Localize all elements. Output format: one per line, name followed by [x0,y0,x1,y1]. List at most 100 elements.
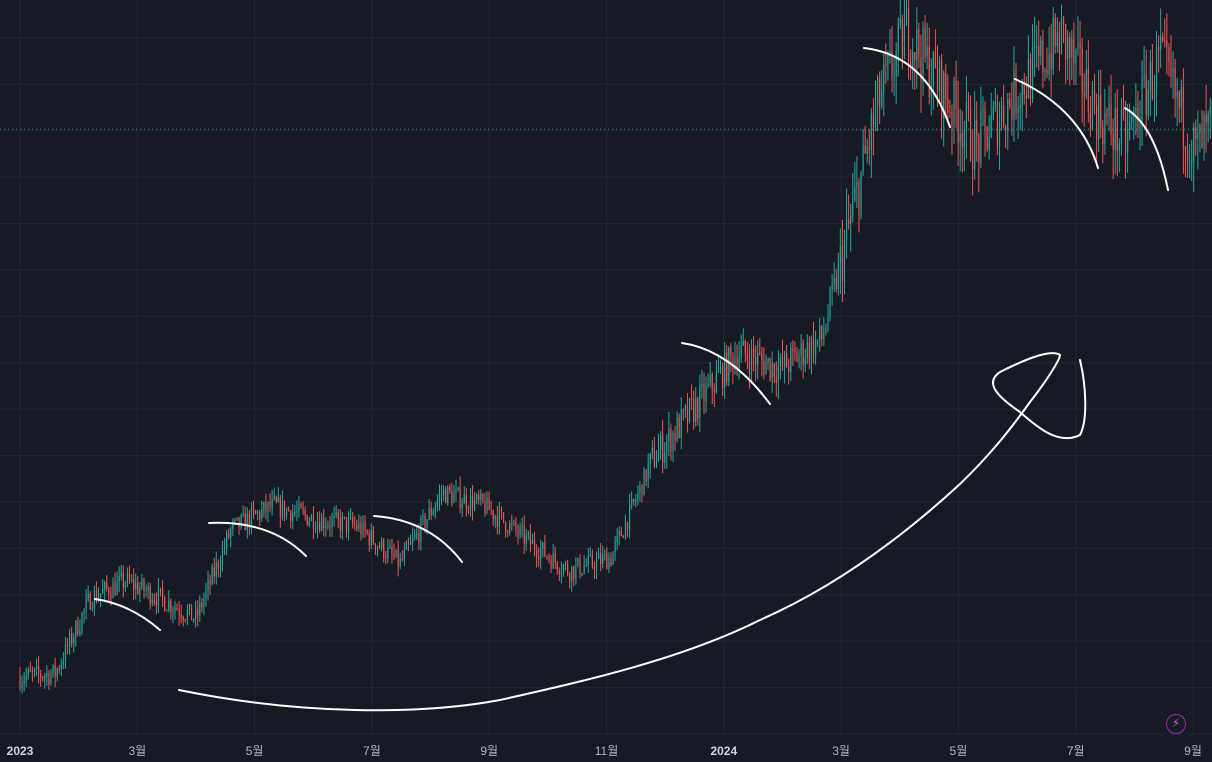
candle-body [593,565,596,571]
candle [918,22,920,69]
candle-body [1085,69,1087,97]
candle-body [1116,108,1118,151]
freehand-drawing-6[interactable] [1014,78,1099,169]
drawings[interactable] [94,47,1169,712]
candle-body [674,432,676,441]
candle [664,442,666,469]
candle [872,98,875,156]
candle [1133,106,1135,140]
candle-body [984,109,986,127]
candle-body [447,486,449,504]
candle [166,609,168,612]
candle-body [1060,18,1063,55]
candle [1040,35,1042,66]
candle [761,346,763,377]
candle-body [157,588,160,606]
candle-body [494,515,496,520]
candle-body [1031,47,1034,99]
candle-body [174,608,176,611]
time-axis[interactable]: 2023 3월 5월 7월 9월 11월 2024 3월 5월 7월 9월 [7,744,1202,758]
candle-body [176,608,178,611]
candle-body [668,428,670,442]
candle [153,593,155,606]
candle-body [135,583,137,590]
candle [967,91,970,122]
candle-body [713,389,715,393]
candle [996,94,999,156]
candle-body [250,508,253,528]
candle [657,433,660,462]
candles[interactable] [19,0,1212,694]
flash-icon[interactable]: ⚡ [1166,714,1186,734]
candle [744,339,746,363]
freehand-drawing-7[interactable] [1124,107,1169,191]
candle [655,450,658,469]
freehand-drawing-8[interactable] [178,352,1087,712]
candle-body [1164,40,1166,42]
candle [172,605,174,624]
candle [393,543,395,561]
candle-body [155,600,157,606]
candle [1048,26,1050,81]
candle [1164,18,1166,48]
candle-body [1081,47,1083,93]
candle [775,361,777,397]
candle-body [192,619,195,621]
candle [1081,38,1083,123]
candle-body [52,664,54,674]
freehand-drawing-5[interactable] [863,47,951,128]
candle-body [662,435,664,463]
candle [558,567,560,582]
candle-body [724,352,726,389]
candle [54,657,56,688]
candle [631,491,633,510]
candle-body [1176,91,1178,98]
candle-body [347,518,350,532]
candle-body [285,508,288,517]
candle [963,120,965,172]
candle-body [620,530,622,537]
candle-body [141,579,143,589]
candle [283,500,286,522]
candle [686,392,689,433]
candle [554,546,556,570]
candle-body [583,565,585,574]
freehand-drawing-2[interactable] [208,521,307,557]
candle [223,538,226,555]
candle [823,317,825,346]
candle [715,360,717,394]
candle [1038,20,1040,71]
candle [591,549,593,569]
freehand-drawing-1[interactable] [94,598,161,631]
candle [1102,120,1104,164]
candle-body [659,435,662,450]
candle-body [777,366,779,383]
candle-body [350,517,352,519]
candle-body [484,501,486,514]
candle [164,595,166,612]
candle-body [1141,75,1143,127]
candle-body [837,263,839,290]
candle [740,334,742,363]
candle [647,453,649,489]
candle [1124,100,1127,179]
candle [19,666,21,692]
x-tick-label: 9월 [480,744,498,758]
candle [1104,88,1106,155]
candle [1201,110,1203,149]
candle [465,487,467,517]
candle-body [130,579,133,581]
candle [414,528,416,541]
candle-body [166,610,168,612]
candle-body [835,277,837,290]
freehand-drawing-4[interactable] [681,342,771,405]
candle [108,586,110,602]
candle [856,156,858,208]
candle-body [868,146,870,150]
candle [1009,92,1011,110]
candle-body [1160,36,1162,50]
freehand-drawing-3[interactable] [373,515,463,563]
candle-body [445,489,447,504]
